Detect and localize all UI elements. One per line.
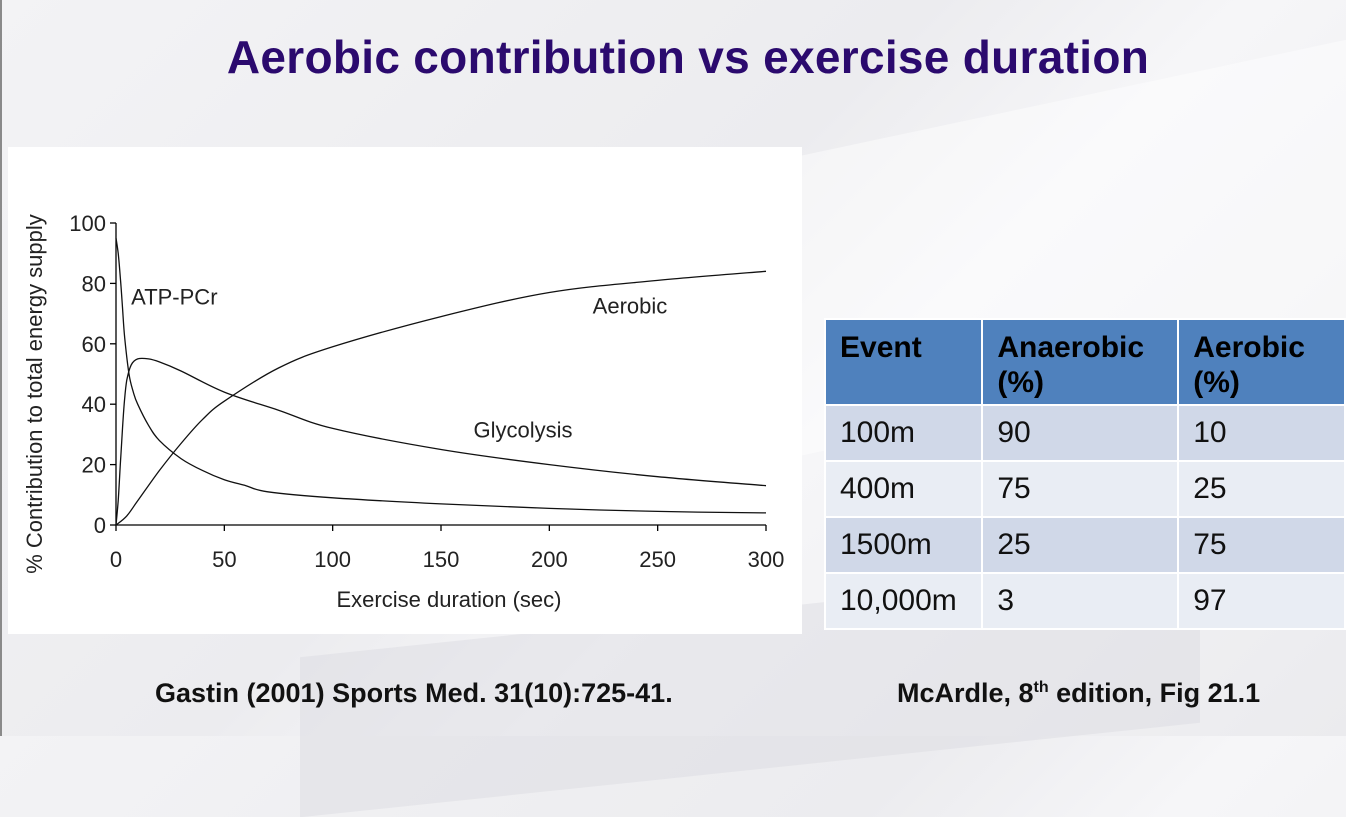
table-header-row: Event Anaerobic (%) Aerobic (%) (823, 318, 1346, 406)
citation-gastin: Gastin (2001) Sports Med. 31(10):725-41. (155, 678, 673, 708)
table-cell-aerobic: 25 (1177, 460, 1346, 518)
slide-left-edge (0, 0, 2, 736)
citation-mcardle: McArdle, 8th edition, Fig 21.1 (897, 678, 1260, 709)
y-axis-label: % Contribution to total energy supply (22, 214, 47, 574)
x-tick-label: 250 (639, 547, 676, 572)
table-cell-aerobic: 10 (1177, 404, 1346, 462)
table-cell-anaerobic: 90 (981, 404, 1180, 462)
table-cell-event: 1500m (823, 516, 984, 574)
series-label-atp-pcr: ATP-PCr (131, 285, 217, 310)
table-cell-event: 400m (823, 460, 984, 518)
series-label-glycolysis: Glycolysis (474, 417, 573, 442)
table-cell-aerobic: 97 (1177, 572, 1346, 630)
table-cell-event: 10,000m (823, 572, 984, 630)
x-tick-label: 100 (314, 547, 351, 572)
table-row: 400m 75 25 (823, 460, 1346, 518)
table-header-event: Event (823, 318, 984, 406)
y-tick-label: 0 (94, 513, 106, 538)
x-tick-label: 300 (748, 547, 785, 572)
table-row: 1500m 25 75 (823, 516, 1346, 574)
table-cell-anaerobic: 75 (981, 460, 1180, 518)
x-tick-label: 50 (212, 547, 236, 572)
series-line-aerobic (115, 270, 767, 526)
series-line-glycolysis (115, 357, 767, 526)
table-cell-event: 100m (823, 404, 984, 462)
slide-title: Aerobic contribution vs exercise duratio… (226, 31, 1150, 83)
y-tick-label: 20 (82, 453, 106, 478)
table-header-anaerobic: Anaerobic (%) (981, 318, 1180, 406)
y-tick-label: 100 (69, 211, 106, 236)
x-tick-label: 0 (110, 547, 122, 572)
chart-panel: 0 20 40 60 80 100 0 50 100 150 200 250 300 Exercise d… (8, 147, 802, 634)
table-cell-anaerobic: 3 (981, 572, 1180, 630)
table-row: 10,000m 3 97 (823, 572, 1346, 630)
energy-table: Event Anaerobic (%) Aerobic (%) 100m 90 … (823, 318, 1346, 630)
x-axis-label: Exercise duration (sec) (337, 587, 562, 612)
table-header-aerobic: Aerobic (%) (1177, 318, 1346, 406)
citation-mcardle-text-end: edition, Fig 21.1 (1048, 678, 1261, 708)
table-row: 100m 90 10 (823, 404, 1346, 462)
series-label-aerobic: Aerobic (593, 294, 668, 319)
y-tick-label: 40 (82, 392, 106, 417)
y-tick-label: 80 (82, 271, 106, 296)
series-line-atp-pcr (115, 237, 767, 514)
x-tick-label: 200 (531, 547, 568, 572)
table-cell-anaerobic: 25 (981, 516, 1180, 574)
citation-mcardle-sup: th (1033, 679, 1049, 696)
y-tick-label: 60 (82, 332, 106, 357)
citation-mcardle-text: McArdle, 8 (897, 678, 1034, 708)
table-cell-aerobic: 75 (1177, 516, 1346, 574)
energy-contribution-chart: 0 20 40 60 80 100 0 50 100 150 200 250 300 Exercise d… (22, 211, 785, 612)
x-tick-label: 150 (423, 547, 460, 572)
